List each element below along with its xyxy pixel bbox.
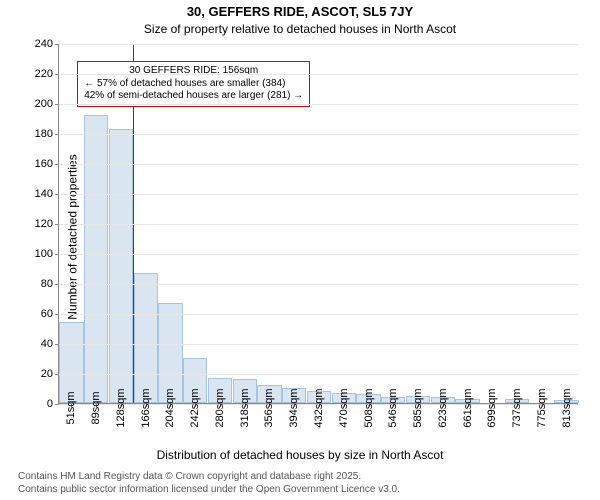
- x-tick-label: 51sqm: [65, 391, 77, 424]
- y-tick-label: 100: [35, 248, 53, 260]
- x-tick-label: 89sqm: [90, 391, 102, 424]
- histogram-bar: [84, 115, 108, 403]
- footer-line-1: Contains HM Land Registry data © Crown c…: [18, 471, 400, 484]
- y-tick-mark: [55, 344, 59, 345]
- gridline: [59, 344, 578, 345]
- gridline: [59, 74, 578, 75]
- y-tick-label: 220: [35, 68, 53, 80]
- gridline: [59, 44, 578, 45]
- annotation-title: 30 GEFFERS RIDE: 156sqm: [84, 65, 303, 78]
- y-tick-mark: [55, 374, 59, 375]
- y-tick-label: 200: [35, 98, 53, 110]
- gridline: [59, 314, 578, 315]
- x-tick-label: 280sqm: [214, 388, 226, 427]
- gridline: [59, 374, 578, 375]
- y-tick-mark: [55, 164, 59, 165]
- x-axis-label: Distribution of detached houses by size …: [0, 448, 600, 462]
- annotation-line-larger: 42% of semi-detached houses are larger (…: [84, 90, 303, 103]
- x-tick-label: 356sqm: [263, 388, 275, 427]
- x-tick-label: 470sqm: [338, 388, 350, 427]
- x-tick-label: 242sqm: [189, 388, 201, 427]
- histogram-bar: [109, 129, 133, 404]
- y-tick-mark: [55, 134, 59, 135]
- y-tick-mark: [55, 104, 59, 105]
- x-tick-label: 813sqm: [561, 388, 573, 427]
- x-tick-label: 204sqm: [164, 388, 176, 427]
- x-tick-label: 128sqm: [115, 388, 127, 427]
- plot-area: 30 GEFFERS RIDE: 156sqm ← 57% of detache…: [58, 44, 578, 404]
- y-tick-mark: [55, 254, 59, 255]
- chart-title-sub: Size of property relative to detached ho…: [0, 22, 600, 36]
- annotation-box: 30 GEFFERS RIDE: 156sqm ← 57% of detache…: [77, 61, 310, 107]
- property-size-histogram: 30, GEFFERS RIDE, ASCOT, SL5 7JY Size of…: [0, 0, 600, 500]
- gridline: [59, 224, 578, 225]
- y-tick-label: 140: [35, 188, 53, 200]
- gridline: [59, 194, 578, 195]
- y-tick-label: 160: [35, 158, 53, 170]
- x-tick-label: 508sqm: [363, 388, 375, 427]
- x-tick-label: 585sqm: [412, 388, 424, 427]
- y-tick-label: 120: [35, 218, 53, 230]
- y-tick-mark: [55, 74, 59, 75]
- gridline: [59, 284, 578, 285]
- gridline: [59, 104, 578, 105]
- chart-title-main: 30, GEFFERS RIDE, ASCOT, SL5 7JY: [0, 4, 600, 19]
- annotation-line-smaller: ← 57% of detached houses are smaller (38…: [84, 78, 303, 91]
- y-tick-label: 240: [35, 38, 53, 50]
- x-tick-label: 775sqm: [536, 388, 548, 427]
- y-tick-mark: [55, 194, 59, 195]
- y-tick-label: 80: [41, 278, 53, 290]
- gridline: [59, 164, 578, 165]
- x-tick-label: 432sqm: [313, 388, 325, 427]
- x-tick-label: 546sqm: [387, 388, 399, 427]
- x-tick-label: 318sqm: [239, 388, 251, 427]
- gridline: [59, 254, 578, 255]
- gridline: [59, 134, 578, 135]
- y-tick-label: 180: [35, 128, 53, 140]
- x-tick-label: 661sqm: [462, 388, 474, 427]
- y-tick-mark: [55, 404, 59, 405]
- y-tick-mark: [55, 284, 59, 285]
- x-tick-label: 737sqm: [511, 388, 523, 427]
- x-tick-label: 699sqm: [486, 388, 498, 427]
- y-tick-label: 60: [41, 308, 53, 320]
- x-tick-label: 166sqm: [140, 388, 152, 427]
- y-tick-mark: [55, 44, 59, 45]
- y-tick-mark: [55, 314, 59, 315]
- y-tick-label: 0: [47, 398, 53, 410]
- footer-attribution: Contains HM Land Registry data © Crown c…: [18, 471, 400, 496]
- footer-line-2: Contains public sector information licen…: [18, 484, 400, 497]
- y-tick-label: 20: [41, 368, 53, 380]
- y-tick-mark: [55, 224, 59, 225]
- x-tick-label: 394sqm: [288, 388, 300, 427]
- x-tick-label: 623sqm: [437, 388, 449, 427]
- y-tick-label: 40: [41, 338, 53, 350]
- histogram-bar: [134, 273, 158, 404]
